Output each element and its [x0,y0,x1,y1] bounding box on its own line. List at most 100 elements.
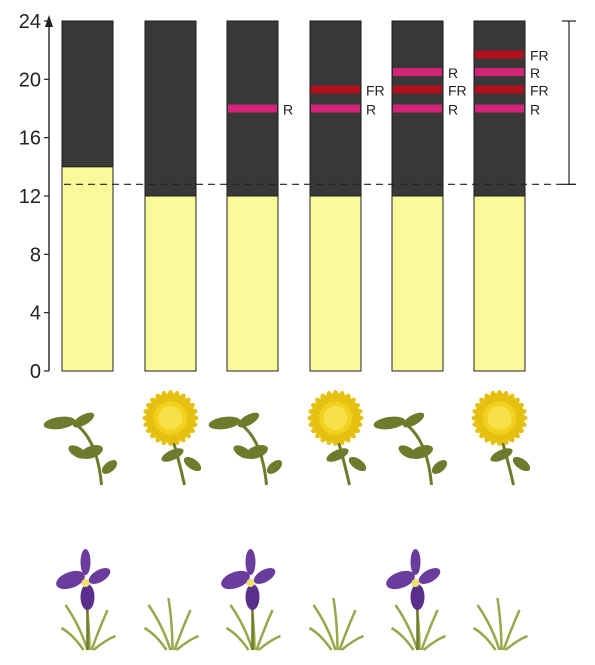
petal [315,428,325,439]
red-flash [475,68,524,77]
y-tick-label: 20 [19,69,41,91]
petal [349,403,360,411]
leaf [161,448,184,462]
petal [350,409,363,416]
far-red-flash [393,85,442,94]
light-segment [144,195,197,372]
flash-label: FR [448,83,467,99]
petal [350,420,363,427]
petal [514,409,527,416]
night-segment [144,20,197,197]
short-day-plants-row [43,390,531,486]
grass-blade [173,609,192,651]
petal [326,390,334,403]
petal [342,431,351,443]
petal [161,390,169,403]
y-tick-label: 24 [19,11,41,33]
petal [484,393,493,405]
grass-blade [257,634,281,651]
petal [475,425,486,433]
flower-center [323,406,348,430]
y-tick-label: 4 [30,303,41,325]
leaf [233,445,252,459]
grass-blade [255,609,274,651]
y-axis: 0 4 8 12 16 20 24 [19,11,53,383]
flash-label: R [283,102,293,118]
petal [332,390,339,402]
flowering-iris [221,549,281,651]
flash-label: R [366,102,376,118]
petal [185,420,198,427]
petal [490,390,498,403]
vegetative-chrysanthemum [373,412,448,486]
flash-label: R [530,102,540,118]
petal [311,425,322,433]
petal [475,403,486,411]
petal [308,409,321,416]
petal [515,415,528,421]
petal [326,433,334,446]
leaf [183,456,202,472]
grass-blade [143,626,168,651]
leaf [266,460,283,474]
grass-blade [420,609,439,651]
leaf [512,456,531,472]
leaf [326,448,349,462]
flowering-chrysanthemum [471,390,531,486]
petal [479,397,489,408]
petal [332,434,339,446]
petal [484,431,493,443]
flash-label: R [448,65,458,81]
leaf [43,416,76,430]
petal [155,393,164,405]
vegetative-chrysanthemum [43,412,118,486]
petal [506,393,515,405]
vegetative-iris [308,597,364,651]
petal [307,415,320,421]
petal [479,428,489,439]
petal [496,434,503,446]
flowering-iris [386,549,446,651]
leaf [68,445,87,459]
far-red-flash [311,85,360,94]
petal [346,397,356,408]
petal [245,584,260,610]
petal [510,397,520,408]
grass-blade [60,626,85,651]
flower-center [246,579,255,587]
petal [167,434,174,446]
grass-blade [340,634,364,651]
petal [184,403,195,411]
petal [88,568,111,584]
vegetative-iris [143,597,199,651]
petal [185,409,198,416]
light-segment [226,195,279,372]
petal [181,428,191,439]
petal [501,390,509,403]
petal [245,549,256,575]
grass-blade [229,604,254,651]
petal [161,433,169,446]
petal [181,397,191,408]
petal [315,397,325,408]
leaf [402,412,425,428]
leaf [373,416,406,430]
petal [177,393,186,405]
vegetative-iris [472,597,528,651]
grass-blade [92,634,116,651]
grass-blade [504,634,528,651]
petal [253,568,276,584]
flash-label: R [448,102,458,118]
leaf [101,460,118,474]
flowering-iris [56,549,116,651]
grass-blade [476,604,501,651]
petal [155,431,164,443]
petal [221,570,250,590]
grass-blade [502,609,521,651]
petal [172,390,180,403]
petal [142,415,155,421]
grass-blade [422,634,446,651]
long-day-plants-row [56,549,528,651]
petal [186,415,199,421]
